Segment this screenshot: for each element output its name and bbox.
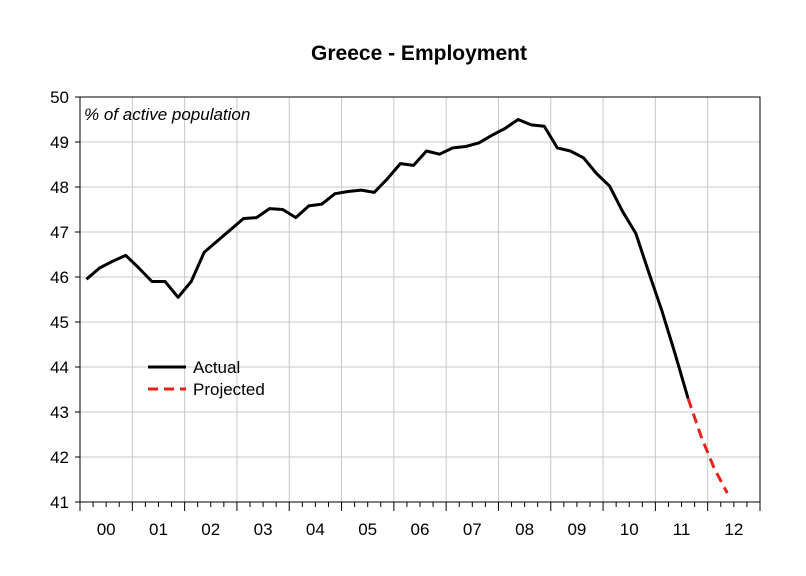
- legend: Actual Projected: [148, 358, 265, 399]
- x-tick-label: 02: [201, 520, 220, 539]
- series-line-projected: [686, 398, 729, 494]
- x-tick-label: 09: [567, 520, 586, 539]
- y-tick-label: 44: [50, 358, 69, 377]
- legend-label-projected: Projected: [193, 380, 265, 399]
- x-tick-label: 03: [254, 520, 273, 539]
- series-lines: [85, 118, 729, 494]
- y-tick-label: 41: [50, 493, 69, 512]
- x-tick-label: 11: [673, 520, 691, 539]
- x-tick-label: 12: [724, 520, 743, 539]
- y-tick-label: 49: [50, 133, 69, 152]
- grid-lines: [80, 97, 760, 502]
- y-tick-label: 45: [50, 313, 69, 332]
- series-line-actual: [85, 118, 690, 399]
- x-tick-label: 01: [149, 520, 168, 539]
- y-tick-label: 43: [50, 403, 69, 422]
- x-tick-label: 10: [620, 520, 639, 539]
- y-axis: 41 42 43 44 45 46 47 48 49 50: [50, 88, 80, 512]
- legend-label-actual: Actual: [193, 358, 240, 377]
- y-tick-label: 47: [50, 223, 69, 242]
- x-tick-label: 06: [411, 520, 430, 539]
- unit-label: % of active population: [84, 105, 250, 124]
- x-tick-label: 05: [358, 520, 377, 539]
- chart-title: Greece - Employment: [311, 42, 527, 65]
- x-axis: 00 01 02 03 04 05 06 07 08 09 10 11 12: [79, 502, 761, 539]
- x-tick-label: 00: [97, 520, 116, 539]
- x-tick-label: 07: [463, 520, 482, 539]
- y-tick-label: 50: [50, 88, 69, 107]
- y-tick-label: 46: [50, 268, 69, 287]
- x-tick-label: 04: [306, 520, 325, 539]
- x-tick-label: 08: [515, 520, 534, 539]
- y-tick-label: 42: [50, 448, 69, 467]
- y-tick-label: 48: [50, 178, 69, 197]
